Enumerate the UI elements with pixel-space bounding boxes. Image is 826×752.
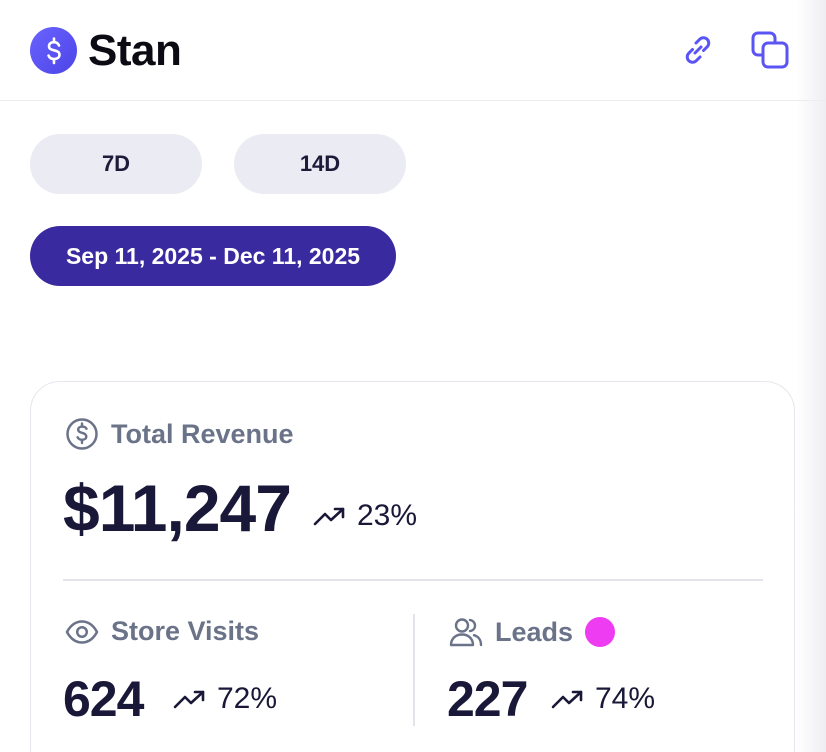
total-revenue-trend: 23%: [313, 499, 417, 533]
store-visits-value: 624: [63, 671, 144, 727]
leads-status-dot: [585, 617, 616, 647]
card-divider: [63, 579, 763, 581]
brand-name: Stan: [88, 26, 182, 75]
total-revenue-label-text: Total Revenue: [111, 418, 294, 449]
trending-up-icon: [173, 690, 205, 709]
store-visits-label-text: Store Visits: [111, 616, 260, 646]
store-visits-label: Store Visits: [65, 616, 259, 647]
filter-7d-button[interactable]: 7D: [30, 134, 202, 194]
leads-value: 227: [447, 671, 528, 727]
leads-change: 74%: [595, 682, 656, 715]
leads-label-text: Leads: [495, 616, 574, 647]
metrics-card: Total Revenue $11,247 23% Store Visits 6…: [30, 381, 795, 752]
total-revenue-value: $11,247: [63, 471, 292, 545]
total-revenue-change: 23%: [357, 499, 418, 532]
copy-icon[interactable]: [750, 30, 790, 70]
total-revenue-label: Total Revenue: [65, 417, 294, 451]
store-visits-change: 72%: [217, 682, 278, 715]
trending-up-icon: [551, 690, 583, 709]
leads-label: Leads: [449, 616, 616, 648]
trending-up-icon: [313, 507, 345, 526]
app-header: Stan: [0, 0, 826, 101]
eye-icon: [65, 619, 99, 644]
dollar-sign-icon: [30, 27, 77, 74]
link-icon[interactable]: [678, 30, 718, 70]
store-visits-trend: 72%: [173, 682, 277, 716]
leads-trend: 74%: [551, 682, 655, 716]
date-range-button[interactable]: Sep 11, 2025 - Dec 11, 2025: [30, 226, 396, 286]
column-divider: [413, 614, 415, 726]
edge-shadow: [796, 0, 826, 752]
dollar-circle-icon: [66, 418, 98, 450]
users-icon: [449, 618, 483, 647]
filter-14d-button[interactable]: 14D: [234, 134, 406, 194]
